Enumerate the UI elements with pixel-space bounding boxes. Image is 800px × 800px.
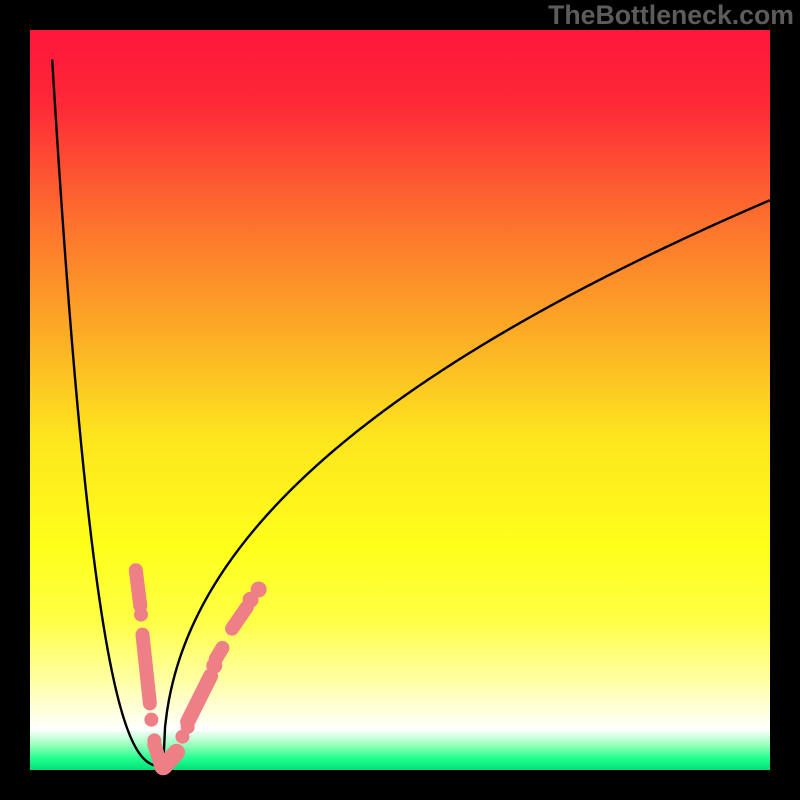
marker-segment: [164, 752, 177, 766]
marker-segment: [216, 648, 223, 659]
bottleneck-chart: [0, 0, 800, 800]
marker-dot: [144, 713, 158, 727]
watermark-text: TheBottleneck.com: [548, 0, 794, 31]
marker-dot: [134, 608, 148, 622]
marker-dot: [251, 581, 267, 597]
marker-segment: [142, 635, 149, 704]
marker-segment: [136, 570, 140, 606]
